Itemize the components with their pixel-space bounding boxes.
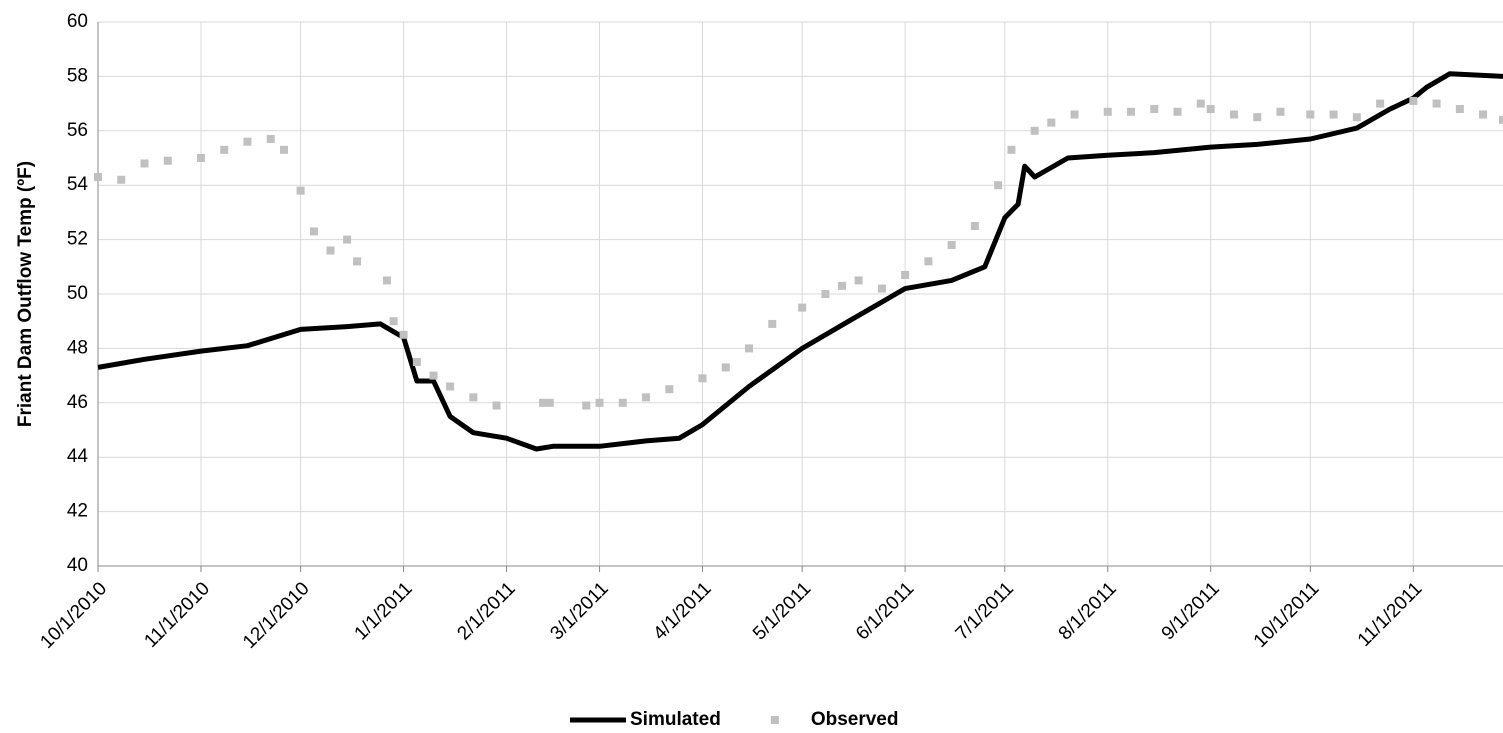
- marker: [582, 401, 591, 410]
- marker: [1047, 118, 1056, 127]
- marker: [1206, 105, 1215, 114]
- x-tick-label: 12/1/2010: [239, 578, 314, 653]
- y-tick-label: 56: [67, 120, 88, 141]
- marker: [243, 137, 252, 146]
- marker: [854, 276, 863, 285]
- marker: [469, 393, 478, 402]
- marker: [326, 246, 335, 255]
- marker: [698, 374, 707, 383]
- y-tick-label: 60: [67, 11, 88, 32]
- legend-label: Simulated: [630, 709, 721, 730]
- y-axis-label: Friant Dam Outflow Temp (ºF): [15, 161, 36, 427]
- marker: [446, 382, 455, 391]
- marker: [1030, 126, 1039, 135]
- marker: [196, 154, 205, 162]
- marker: [1432, 99, 1441, 108]
- marker: [296, 186, 305, 195]
- marker: [768, 319, 777, 328]
- marker: [1173, 107, 1182, 116]
- marker: [798, 303, 807, 312]
- marker: [382, 276, 391, 285]
- marker: [1479, 110, 1488, 119]
- marker: [618, 398, 627, 407]
- x-tick-label: 10/1/2011: [1250, 578, 1324, 652]
- marker: [970, 222, 979, 230]
- marker: [1306, 110, 1315, 119]
- marker: [1276, 107, 1285, 116]
- x-tick-label: 9/1/2011: [1158, 578, 1224, 644]
- marker: [745, 344, 754, 353]
- x-tick-label: 6/1/2011: [852, 578, 918, 644]
- legend-label: Observed: [811, 709, 899, 730]
- marker: [1253, 113, 1262, 122]
- marker: [389, 317, 398, 326]
- marker: [1070, 110, 1079, 119]
- marker: [1329, 110, 1338, 119]
- y-tick-label: 52: [67, 229, 88, 250]
- marker: [140, 159, 149, 168]
- y-tick-label: 40: [67, 555, 88, 576]
- marker: [220, 145, 229, 154]
- marker: [280, 145, 289, 154]
- marker: [1499, 115, 1503, 124]
- y-tick-label: 44: [67, 446, 89, 467]
- marker: [947, 241, 956, 250]
- marker: [412, 358, 421, 366]
- x-tick-label: 5/1/2011: [749, 578, 815, 644]
- marker: [1229, 110, 1238, 119]
- x-tick-label: 1/1/2011: [351, 578, 417, 644]
- marker: [924, 257, 933, 266]
- marker: [429, 371, 438, 380]
- x-tick-label: 3/1/2011: [546, 578, 612, 644]
- marker: [545, 398, 554, 407]
- y-tick-label: 42: [67, 501, 88, 522]
- legend-swatch: [770, 716, 779, 724]
- y-tick-label: 58: [67, 65, 88, 86]
- marker: [901, 270, 910, 279]
- marker: [1150, 105, 1159, 114]
- marker: [492, 401, 501, 410]
- marker: [1007, 145, 1016, 154]
- marker: [94, 173, 102, 182]
- marker: [1126, 107, 1135, 116]
- x-tick-label: 10/1/2010: [36, 578, 111, 653]
- y-tick-label: 48: [67, 337, 88, 358]
- x-tick-label: 4/1/2011: [649, 578, 715, 644]
- marker: [539, 398, 548, 407]
- marker: [309, 227, 318, 236]
- marker: [1409, 96, 1418, 105]
- marker: [343, 235, 352, 244]
- marker: [595, 398, 604, 407]
- x-tick-label: 11/1/2011: [1354, 578, 1427, 651]
- marker: [353, 257, 362, 266]
- marker: [266, 134, 275, 143]
- marker: [1196, 99, 1205, 108]
- y-tick-label: 54: [67, 174, 89, 195]
- x-tick-label: 8/1/2011: [1055, 578, 1121, 644]
- marker: [838, 281, 847, 290]
- marker: [994, 181, 1003, 190]
- marker: [821, 290, 830, 298]
- marker: [163, 156, 172, 165]
- marker: [877, 284, 886, 293]
- marker: [1352, 113, 1361, 122]
- x-tick-label: 2/1/2011: [453, 578, 519, 644]
- marker: [117, 175, 126, 184]
- y-tick-label: 46: [67, 392, 88, 413]
- series-line: [97, 71, 1503, 452]
- marker: [399, 330, 408, 339]
- x-tick-label: 7/1/2011: [952, 578, 1018, 644]
- marker: [1455, 105, 1464, 114]
- marker: [642, 393, 651, 402]
- marker: [1376, 99, 1385, 108]
- marker: [721, 363, 730, 372]
- x-tick-label: 11/1/2010: [140, 578, 214, 652]
- y-tick-label: 50: [67, 283, 88, 304]
- marker: [665, 385, 674, 394]
- marker: [1103, 107, 1112, 116]
